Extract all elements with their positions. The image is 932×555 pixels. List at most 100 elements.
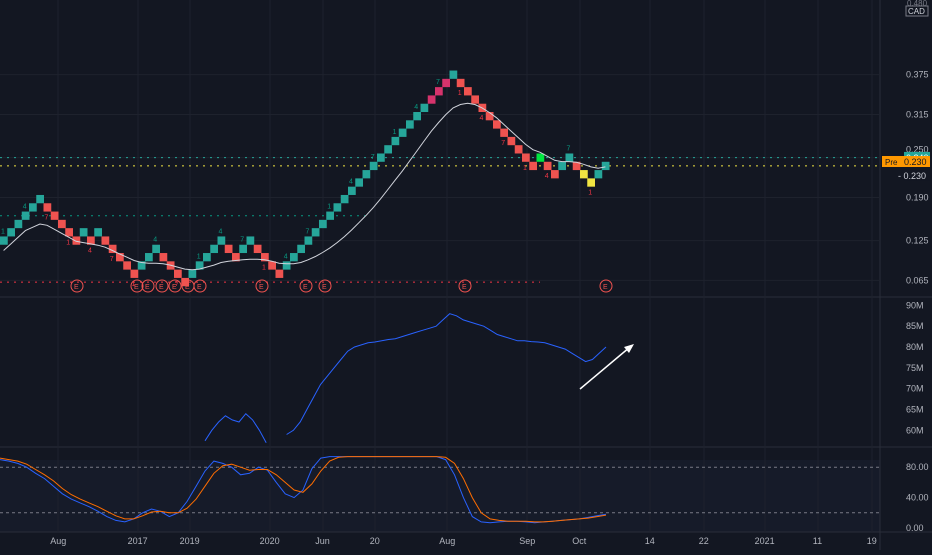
count-number: 7: [240, 237, 244, 244]
renko-brick: [181, 277, 189, 287]
earnings-marker-label: E: [322, 284, 327, 291]
earnings-marker[interactable]: [299, 279, 313, 293]
renko-brick: [420, 103, 429, 113]
renko-brick: [304, 236, 313, 245]
renko-brick: [485, 112, 494, 121]
renko-brick: [29, 203, 37, 212]
renko-brick: [398, 128, 407, 137]
renko-brick: [565, 153, 574, 162]
renko-brick: [130, 269, 139, 278]
renko-brick: [79, 228, 88, 237]
renko-brick: [282, 261, 291, 270]
renko-brick: [108, 244, 117, 254]
earnings-marker[interactable]: [141, 279, 155, 293]
time-axis-label: 19: [867, 536, 877, 546]
renko-brick: [362, 170, 371, 179]
volume-tick-label: 80M: [906, 342, 924, 352]
time-axis-label: Oct: [572, 536, 587, 546]
count-number: 1: [197, 253, 201, 260]
renko-brick: [522, 153, 530, 162]
count-number: 4: [219, 228, 223, 235]
renko-brick: [558, 161, 566, 171]
renko-brick: [0, 236, 8, 245]
price-tick-label: 0.315: [906, 110, 929, 120]
renko-brick: [369, 161, 378, 171]
renko-brick: [464, 87, 472, 96]
time-axis-label: 2019: [180, 536, 200, 546]
renko-brick: [232, 253, 240, 262]
earnings-marker[interactable]: [168, 279, 182, 293]
count-number: 1: [458, 90, 462, 97]
renko-brick: [239, 244, 247, 254]
renko-brick: [123, 261, 131, 270]
renko-brick: [391, 136, 400, 146]
time-axis-label: 2017: [128, 536, 148, 546]
count-number: 7: [45, 215, 49, 222]
count-number: 1: [132, 281, 136, 288]
renko-brick: [493, 120, 501, 129]
count-number: 4: [88, 248, 92, 255]
renko-brick: [601, 161, 610, 171]
earnings-marker-label: E: [74, 284, 79, 291]
earnings-marker[interactable]: [458, 279, 472, 293]
pre-market-label: Pre: [885, 158, 898, 167]
renko-brick: [145, 253, 153, 262]
renko-brick: [572, 161, 581, 171]
price-tick-label: 0.190: [906, 192, 929, 202]
renko-brick: [94, 228, 102, 237]
volume-tick-label: 70M: [906, 384, 924, 394]
time-axis-label: Jun: [315, 536, 330, 546]
earnings-marker[interactable]: [255, 279, 269, 293]
count-number: 1: [1, 228, 5, 235]
renko-brick: [217, 236, 226, 245]
renko-brick: [427, 95, 436, 104]
earnings-marker-label: E: [197, 284, 202, 291]
renko-brick: [377, 153, 385, 162]
count-number: 1: [66, 239, 70, 246]
renko-brick: [159, 253, 168, 262]
earnings-marker[interactable]: [130, 279, 144, 293]
renko-brick: [58, 219, 66, 229]
time-axis-label: 2020: [260, 536, 280, 546]
earnings-marker-label: E: [603, 284, 608, 291]
earnings-marker[interactable]: [599, 279, 613, 293]
renko-brick: [203, 253, 211, 262]
volume-tick-label: 85M: [906, 321, 924, 331]
marked-price-label: - 0.230: [898, 171, 926, 181]
price-tick-label: 0.375: [906, 70, 929, 80]
renko-brick: [224, 244, 233, 254]
renko-brick: [87, 236, 95, 245]
count-number: 1: [327, 204, 331, 211]
volume-tick-label: 75M: [906, 363, 924, 373]
price-axis-top-label: 0.480: [907, 0, 928, 8]
volume-tick-label: 65M: [906, 405, 924, 415]
earnings-marker[interactable]: [70, 279, 84, 293]
earnings-marker[interactable]: [193, 279, 207, 293]
renko-brick: [65, 228, 73, 237]
earnings-marker-label: E: [462, 284, 467, 291]
count-number: 7: [175, 281, 179, 288]
count-number: 4: [414, 104, 418, 111]
renko-brick: [514, 145, 523, 154]
stoch-d-line: [0, 456, 607, 523]
renko-brick: [348, 186, 356, 195]
earnings-marker-label: E: [159, 284, 164, 291]
count-number: 4: [284, 253, 288, 260]
renko-brick: [116, 253, 124, 262]
renko-brick: [355, 178, 363, 187]
count-number: 7: [436, 79, 440, 86]
count-number: 4: [23, 204, 27, 211]
count-number: 7: [110, 256, 114, 263]
renko-brick: [406, 120, 414, 129]
time-axis-label: 22: [699, 536, 709, 546]
count-number: 1: [393, 129, 397, 136]
price-tick-label: 0.125: [906, 236, 929, 246]
earnings-marker[interactable]: [155, 279, 169, 293]
renko-brick: [188, 269, 197, 278]
renko-brick: [311, 228, 320, 237]
time-axis-label: 20: [370, 536, 380, 546]
count-number: 4: [545, 173, 549, 180]
renko-brick: [268, 261, 276, 270]
earnings-marker[interactable]: [318, 279, 332, 293]
